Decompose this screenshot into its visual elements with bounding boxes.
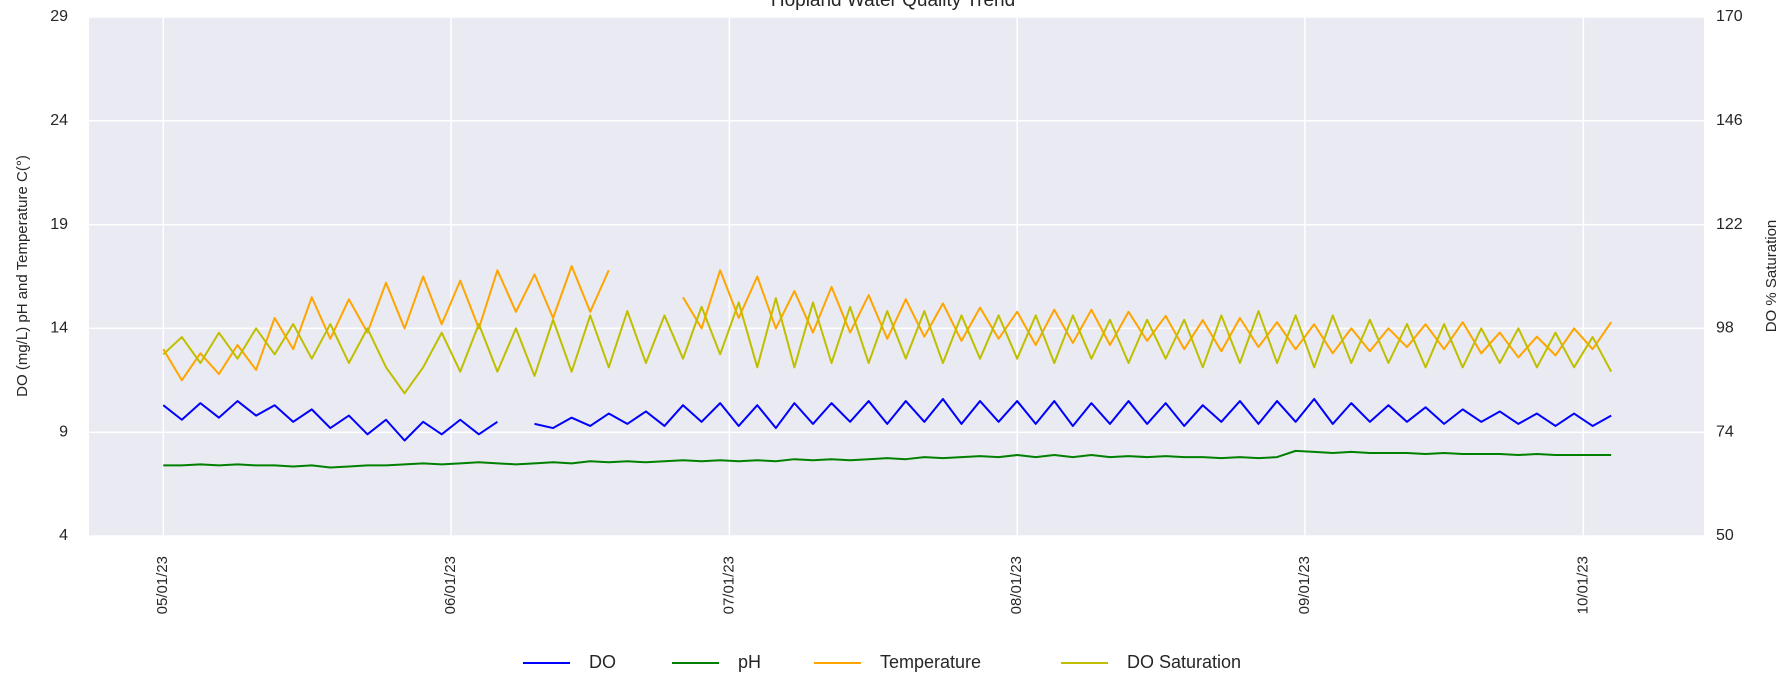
x-tick-label: 10/01/23 bbox=[1574, 556, 1591, 614]
y-tick-label: 14 bbox=[50, 320, 68, 337]
legend: DO pH Temperature DO Saturation bbox=[523, 652, 1241, 672]
x-tick-label: 07/01/23 bbox=[720, 556, 737, 614]
x-tick-label: 08/01/23 bbox=[1008, 556, 1025, 614]
x-tick-label: 09/01/23 bbox=[1296, 556, 1313, 614]
chart-title: Hopland Water Quality Trend bbox=[771, 0, 1015, 11]
plot-area bbox=[89, 17, 1704, 536]
y-axis-label: DO (mg/L) pH and Temperature C(°) bbox=[14, 155, 31, 397]
legend-label: DO Saturation bbox=[1127, 652, 1241, 672]
y-tick-label: 9 bbox=[59, 423, 68, 440]
y2-axis-label: DO % Saturation bbox=[1763, 220, 1780, 333]
series-line bbox=[682, 269, 1613, 359]
series-line bbox=[162, 297, 1613, 395]
y2-tick-label: 50 bbox=[1716, 527, 1734, 544]
y-tick-label: 19 bbox=[50, 216, 68, 233]
y-tick-label: 24 bbox=[50, 112, 68, 129]
series-group bbox=[162, 265, 1613, 469]
legend-label: Temperature bbox=[880, 652, 981, 672]
y2-tick-label: 122 bbox=[1716, 216, 1743, 233]
y-tick-label: 29 bbox=[50, 8, 68, 25]
y2-tick-label: 146 bbox=[1716, 112, 1743, 129]
y-tick-label: 4 bbox=[59, 527, 68, 544]
series-line bbox=[162, 265, 610, 382]
x-tick-label: 06/01/23 bbox=[442, 556, 459, 614]
y2-tick-label: 98 bbox=[1716, 320, 1734, 337]
x-tick-label: 05/01/23 bbox=[154, 556, 171, 614]
series-line bbox=[162, 400, 498, 442]
y2-tick-label: 170 bbox=[1716, 8, 1743, 25]
legend-label: pH bbox=[738, 652, 761, 672]
y2-tick-label: 74 bbox=[1716, 423, 1734, 440]
series-line bbox=[534, 397, 1612, 430]
series-line bbox=[163, 449, 1612, 469]
grid bbox=[89, 16, 1704, 537]
legend-label: DO bbox=[589, 652, 616, 672]
